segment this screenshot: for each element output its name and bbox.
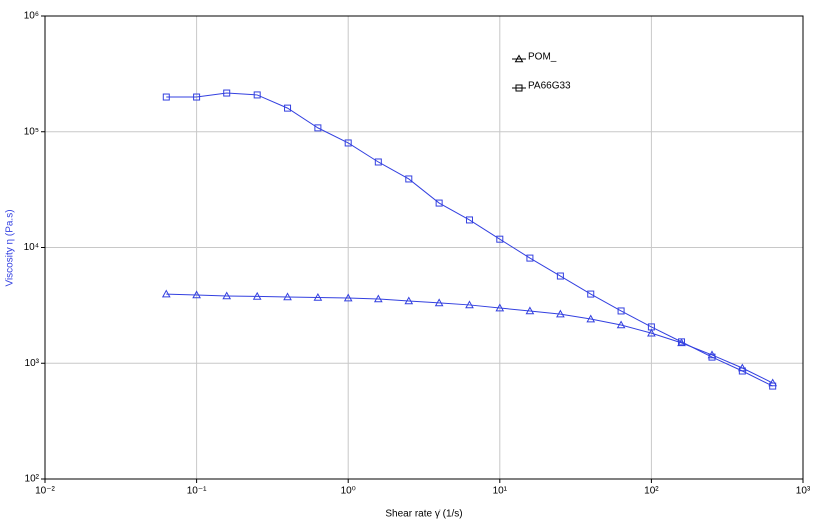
point	[314, 124, 322, 132]
point	[343, 293, 353, 302]
point	[496, 235, 504, 243]
point	[647, 328, 656, 337]
point	[161, 289, 171, 298]
point	[435, 199, 443, 207]
legend-marker	[514, 54, 524, 63]
point	[465, 216, 473, 224]
point	[769, 382, 777, 390]
legend-label: PA66G33	[528, 81, 571, 92]
plot-frame	[44, 15, 804, 480]
point	[222, 291, 232, 300]
x-tick-label: 10³	[796, 486, 811, 497]
point	[556, 272, 564, 280]
x-tick-label: 10⁰	[341, 486, 356, 497]
point	[284, 104, 292, 112]
y-tick-label: 10⁵	[24, 126, 39, 137]
point	[252, 291, 262, 300]
x-axis-title: Shear rate γ̇ (1/s)	[385, 509, 462, 520]
series-line	[166, 92, 773, 387]
point	[617, 307, 625, 315]
point	[313, 292, 323, 301]
y-tick-label: 10⁶	[24, 11, 39, 22]
point	[404, 296, 414, 305]
point	[708, 353, 716, 361]
point	[374, 158, 382, 166]
point	[465, 300, 474, 309]
y-tick-label: 10²	[25, 474, 40, 485]
y-tick-label: 10³	[25, 358, 40, 369]
point	[678, 338, 686, 346]
point	[192, 290, 201, 299]
point	[738, 367, 746, 375]
x-tick-label: 10⁻¹	[187, 486, 207, 497]
y-axis-title: Viscosity η (Pa.s)	[5, 209, 16, 286]
x-tick-label: 10¹	[493, 486, 508, 497]
point	[587, 290, 595, 298]
point	[253, 91, 261, 99]
point	[193, 93, 201, 101]
series-line	[166, 293, 773, 384]
point	[434, 298, 444, 307]
point	[616, 320, 626, 329]
point	[556, 309, 565, 318]
legend-marker	[515, 84, 523, 92]
point	[405, 175, 413, 183]
point	[647, 323, 655, 331]
point	[162, 93, 170, 101]
point	[344, 139, 352, 147]
point	[283, 292, 292, 301]
point	[223, 89, 231, 97]
point	[373, 294, 383, 303]
y-tick-label: 10⁴	[24, 242, 39, 253]
point	[526, 254, 534, 262]
legend-label: POM_	[528, 52, 557, 63]
point	[495, 303, 505, 312]
point	[525, 306, 535, 315]
point	[586, 314, 596, 323]
x-tick-label: 10⁻²	[35, 486, 55, 497]
x-tick-label: 10²	[644, 486, 659, 497]
